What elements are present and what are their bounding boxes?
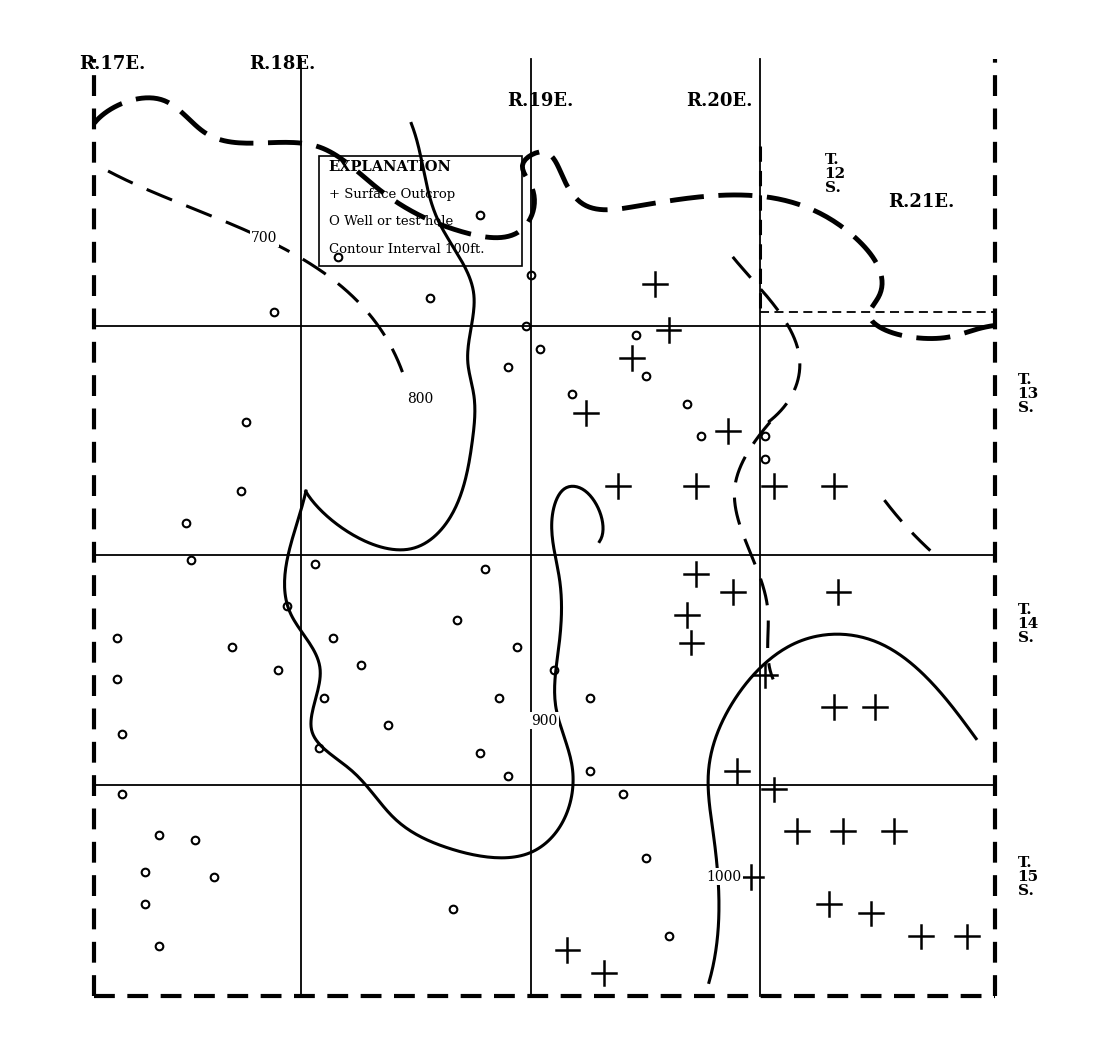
Text: R.20E.: R.20E.	[685, 92, 752, 110]
Text: T.
15
S.: T. 15 S.	[1018, 856, 1038, 898]
Text: T.
13
S.: T. 13 S.	[1018, 373, 1038, 415]
Text: R.17E.: R.17E.	[79, 55, 146, 73]
Text: EXPLANATION: EXPLANATION	[329, 160, 451, 174]
Text: R.18E.: R.18E.	[250, 55, 316, 73]
Text: R.19E.: R.19E.	[507, 92, 573, 110]
Text: T.
12
S.: T. 12 S.	[825, 153, 846, 195]
Bar	[319, 156, 521, 266]
Text: R.21E.: R.21E.	[888, 193, 955, 211]
Text: Contour Interval 100ft.: Contour Interval 100ft.	[329, 242, 484, 256]
Text: 800: 800	[407, 392, 433, 406]
Text: O Well or test hole: O Well or test hole	[329, 215, 453, 229]
Text: T.
14
S.: T. 14 S.	[1018, 603, 1038, 645]
Text: 1000: 1000	[706, 870, 741, 883]
Text: + Surface Outcrop: + Surface Outcrop	[329, 188, 454, 200]
Text: 700: 700	[251, 231, 277, 246]
Text: 900: 900	[531, 714, 558, 727]
